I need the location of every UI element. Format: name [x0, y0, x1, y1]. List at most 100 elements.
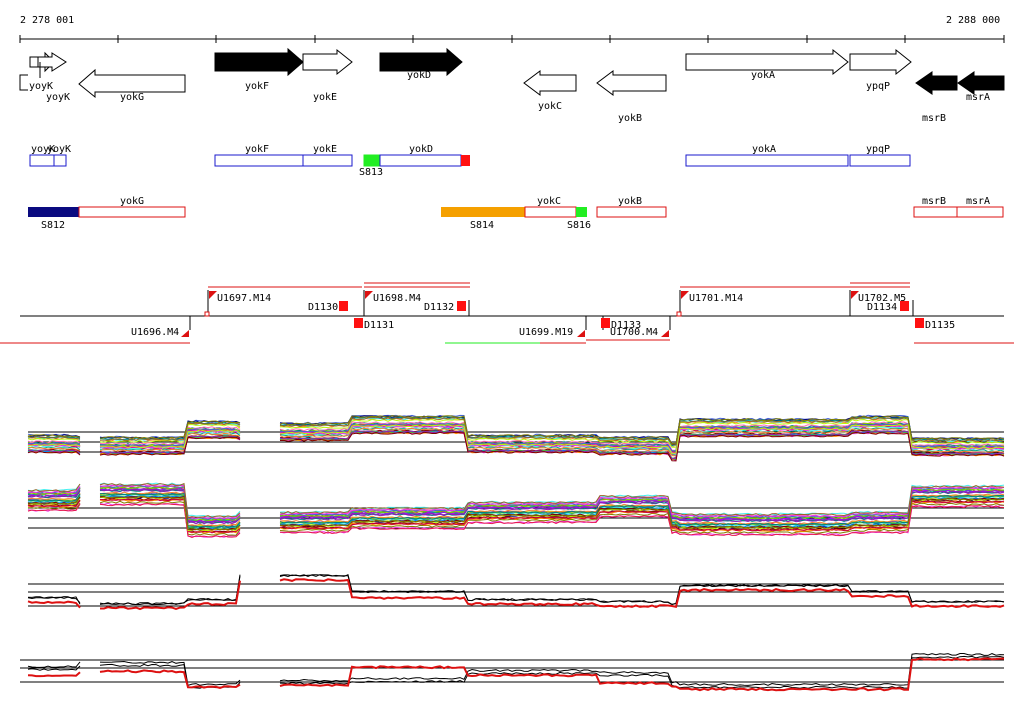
- gene-track: yoyK yoyK yokG yokF yokE yokD yokC yokB: [19, 47, 1005, 124]
- signal-label-S816: S816: [567, 220, 591, 231]
- expression-profile-line: [279, 421, 1004, 451]
- segment-box-D1132[interactable]: [457, 301, 466, 311]
- gene-msrA[interactable]: msrA: [957, 71, 1005, 103]
- signal-S812-box[interactable]: [28, 207, 79, 217]
- gene-msrB[interactable]: msrB: [915, 71, 958, 124]
- expression-profile-line: [99, 432, 241, 452]
- box-yokF[interactable]: [214, 154, 304, 167]
- expression-profile-line: [279, 485, 1005, 517]
- expression-profile-line: [27, 436, 81, 440]
- segment-label-U1700: U1700.M4: [610, 327, 658, 338]
- expression-profile-line: [28, 442, 81, 446]
- signal-S816-box[interactable]: [576, 207, 587, 217]
- expression-profile-line: [27, 600, 81, 609]
- expression-profile-line: [27, 450, 81, 456]
- box-yokA[interactable]: [685, 154, 849, 167]
- expression-profile-line: [279, 422, 1005, 452]
- gene-yoyK[interactable]: yoyK yoyK: [19, 51, 70, 103]
- signal-label-S814: S814: [470, 220, 494, 231]
- box-label-msrB: msrB: [922, 196, 946, 207]
- box-yoyK-a[interactable]: [29, 154, 55, 167]
- expression-profile-line: [99, 503, 241, 539]
- expression-profile-line: [279, 493, 1005, 525]
- signal-S814-box[interactable]: [441, 207, 525, 217]
- expression-profile-line: [27, 437, 81, 442]
- gene-label-yokF: yokF: [245, 81, 269, 92]
- box-ypqP[interactable]: [849, 154, 911, 167]
- signal-label-S812: S812: [41, 220, 65, 231]
- expression-profile-line: [27, 449, 81, 454]
- expression-profile-line: [279, 415, 1005, 445]
- expression-profile-line: [27, 665, 81, 671]
- expression-profile-line: [279, 502, 1005, 534]
- box-yoyK-b[interactable]: [53, 154, 67, 167]
- box-yokG[interactable]: [78, 206, 186, 218]
- expression-profile-line: [27, 443, 81, 447]
- box-yokD[interactable]: [379, 154, 462, 167]
- expression-profile-line: [279, 653, 1005, 686]
- gene-label-yokG: yokG: [120, 92, 144, 103]
- box-label-yokG: yokG: [120, 196, 144, 207]
- coordinate-ruler: 2 278 001 2 288 000: [19, 15, 1005, 43]
- segment-flag-U1696: [181, 330, 189, 337]
- expression-profile-line: [99, 426, 241, 446]
- segment-box-D1135[interactable]: [915, 318, 924, 328]
- gene-yokC[interactable]: yokC: [523, 70, 577, 112]
- expression-profile-line: [99, 436, 241, 456]
- expression-profile-line: [99, 660, 241, 686]
- expression-profile-line: [99, 492, 241, 528]
- segment-box-D1130[interactable]: [339, 301, 348, 311]
- expression-profile-line: [99, 669, 241, 689]
- expression-profile-line: [99, 500, 241, 536]
- gene-ypqP[interactable]: ypqP: [849, 48, 912, 92]
- expression-summary-reverse: [20, 653, 1005, 692]
- segment-box-D1131[interactable]: [354, 318, 363, 328]
- expression-profile-line: [99, 482, 241, 519]
- box-yokC[interactable]: [524, 206, 577, 218]
- start-coordinate-label: 2 278 001: [20, 15, 74, 26]
- expression-profile-line: [99, 435, 241, 455]
- expression-profile-line: [279, 488, 1005, 520]
- expression-profile-line: [99, 576, 241, 606]
- segmentation-track: U1697.M14 U1696.M4 D1130 D1131 U1698.M4 …: [0, 282, 1014, 344]
- segment-label-U1702: U1702.M5: [858, 293, 906, 304]
- gene-label-yokD: yokD: [407, 70, 431, 81]
- expression-profile-line: [99, 423, 241, 443]
- box-yokB[interactable]: [596, 206, 667, 218]
- expression-profile-line: [279, 418, 1005, 448]
- segment-flag-U1700: [661, 330, 669, 337]
- segment-box-D1134[interactable]: [900, 301, 909, 311]
- expression-profile-line: [99, 488, 241, 524]
- expression-profile-line: [100, 580, 241, 611]
- gene-label-msrA: msrA: [966, 92, 990, 103]
- segment-label-U1699: U1699.M19: [519, 327, 573, 338]
- segment-box-D1133[interactable]: [601, 318, 610, 328]
- expression-profile-line: [99, 429, 241, 449]
- expression-profile-line: [27, 497, 81, 505]
- expression-profile-line: [279, 427, 1005, 457]
- expression-profile-line: [279, 416, 1005, 446]
- expression-profile-line: [279, 578, 1005, 609]
- expression-summary-forward: [27, 574, 1005, 611]
- expression-profile-line: [99, 498, 241, 534]
- expression-profile-line: [99, 484, 241, 520]
- expression-profile-line: [279, 574, 1005, 605]
- gene-yokD[interactable]: yokD: [379, 47, 463, 81]
- box-msrA[interactable]: [956, 206, 1004, 218]
- expression-profile-line: [27, 502, 81, 510]
- segment-label-D1131: D1131: [364, 320, 394, 331]
- gene-label-yoyK-b: yoyK: [46, 92, 70, 103]
- expression-profile-line: [279, 490, 1005, 522]
- expression-profile-line: [279, 574, 1005, 606]
- gene-yokF[interactable]: yokF: [214, 47, 304, 92]
- expression-profile-line: [27, 446, 81, 451]
- gene-yokA[interactable]: yokA: [685, 48, 849, 81]
- gene-yokE[interactable]: yokE: [302, 48, 353, 103]
- gene-yokG[interactable]: yokG: [78, 68, 186, 103]
- signal-S813-box[interactable]: [363, 154, 381, 167]
- expression-panel-reverse: [27, 482, 1005, 539]
- box-yokE[interactable]: [302, 154, 353, 167]
- gene-yokB[interactable]: yokB: [596, 70, 667, 124]
- box-msrB[interactable]: [913, 206, 958, 218]
- expression-profile-line: [279, 487, 1005, 519]
